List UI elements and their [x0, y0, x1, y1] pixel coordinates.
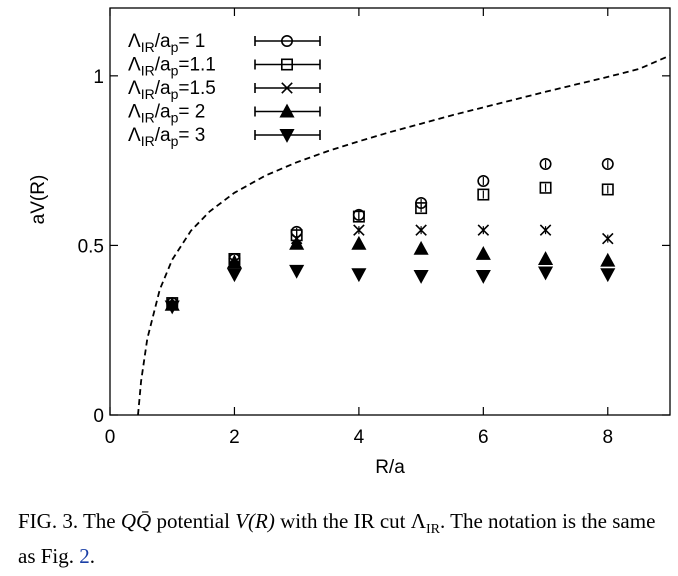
- legend-sub-p: p: [171, 133, 179, 149]
- data-point-triangle-up: [226, 254, 242, 269]
- data-point-triangle-down: [600, 268, 616, 283]
- data-point-circle: [539, 158, 552, 171]
- caption-fig-ref-link[interactable]: 2: [79, 544, 90, 569]
- y-tick-label: 1: [93, 67, 104, 88]
- plot-border: [109, 7, 671, 416]
- legend-label: ΛIR/ap= 3: [128, 125, 205, 149]
- legend-marker-square: [280, 58, 293, 71]
- data-point-x: [353, 224, 365, 236]
- legend-marker-triangle-up: [279, 103, 295, 118]
- data-point-square: [539, 181, 552, 194]
- data-point-triangle-up: [289, 235, 305, 250]
- data-point-triangle-down: [351, 268, 367, 283]
- caption-math-lambda: Λ: [410, 509, 426, 533]
- y-tick-label: 0.5: [78, 236, 104, 257]
- data-point-triangle-down: [413, 269, 429, 284]
- data-point-triangle-up: [538, 251, 554, 265]
- caption-math-lambda-sub: IR: [426, 522, 440, 538]
- legend-lambda: Λ: [128, 78, 141, 99]
- x-tick-label: 6: [478, 427, 489, 448]
- caption-text: The: [82, 509, 121, 533]
- data-point-triangle-down: [538, 266, 554, 281]
- legend-lambda: Λ: [128, 55, 141, 76]
- figure-caption: FIG. 3. The QQ̄ potential V(R) with the …: [18, 508, 666, 570]
- data-point-square: [477, 188, 490, 201]
- legend-lambda: Λ: [128, 125, 141, 146]
- data-point-circle: [477, 174, 490, 187]
- caption-math-qqbar: QQ̄: [120, 509, 152, 533]
- axis-ticks: 0 2 4 6 8 0 0.5 1: [78, 8, 670, 448]
- data-point-triangle-up: [413, 240, 429, 255]
- legend-a: /a: [155, 102, 171, 123]
- legend-sub-ir: IR: [141, 110, 155, 126]
- legend-a: /a: [155, 55, 171, 76]
- reference-curve-line: [137, 54, 671, 416]
- legend-a: /a: [155, 125, 171, 146]
- x-tick-label: 8: [602, 427, 613, 448]
- caption-text: . The notation is the same as Fig.: [18, 509, 656, 569]
- legend-label: ΛIR/ap= 2: [128, 102, 205, 126]
- chart-figure: 0 2 4 6 800.51 ΛIR/ap= 1ΛIR/ap=1.1ΛIR/ap=1.5…: [28, 7, 671, 478]
- data-point-x: [539, 224, 552, 236]
- legend-label: ΛIR/ap= 1: [128, 31, 205, 55]
- legend-label: ΛIR/ap=1.5: [128, 78, 216, 102]
- legend-sub-ir: IR: [141, 133, 155, 149]
- legend-label: ΛIR/ap=1.1: [128, 55, 216, 79]
- legend-marker-triangle-down: [279, 129, 295, 143]
- x-tick-label: 2: [229, 427, 240, 448]
- legend-sub-ir: IR: [141, 86, 155, 102]
- legend-lambda: Λ: [128, 31, 141, 52]
- legend-sub-ir: IR: [141, 39, 155, 55]
- data-point-triangle-down: [226, 268, 242, 283]
- legend-a: /a: [155, 31, 171, 52]
- legend-a: /a: [155, 78, 171, 99]
- plot-frame: [109, 7, 671, 416]
- legend-value: =1.1: [178, 55, 216, 76]
- caption-text: potential: [151, 509, 236, 533]
- legend-sub-ir: IR: [141, 63, 155, 79]
- legend-lambda: Λ: [128, 102, 141, 123]
- caption-text: with the IR cut: [274, 509, 411, 533]
- data-point-square: [352, 210, 365, 223]
- data-point-circle: [601, 158, 614, 171]
- legend-marker-x: [281, 82, 293, 94]
- caption-math-vr: V(R): [235, 509, 275, 533]
- legend-marker-circle: [280, 34, 293, 47]
- data-point-triangle-down: [164, 300, 180, 315]
- legend-value: = 3: [178, 125, 205, 146]
- x-axis-label: R/a: [375, 457, 405, 478]
- legend-value: =1.5: [178, 78, 216, 99]
- x-tick-label: 0: [105, 427, 116, 448]
- data-points: [164, 158, 616, 315]
- x-tick-label: 4: [354, 427, 365, 448]
- data-point-triangle-down: [475, 269, 491, 284]
- data-point-x: [477, 224, 490, 236]
- y-axis-label: aV(R): [28, 175, 49, 225]
- data-point-square: [415, 202, 428, 215]
- data-point-triangle-down: [289, 264, 305, 279]
- data-point-x: [415, 224, 427, 236]
- caption-text: .: [89, 544, 96, 569]
- data-point-x: [602, 232, 614, 245]
- data-point-triangle-up: [351, 235, 367, 250]
- data-point-triangle-up: [475, 246, 491, 260]
- legend-sub-p: p: [171, 86, 179, 102]
- data-point-square: [601, 183, 614, 196]
- legend-sub-p: p: [171, 110, 179, 126]
- legend-sub-p: p: [171, 39, 179, 55]
- reference-curve: [137, 54, 671, 416]
- y-tick-label: 0: [93, 406, 104, 427]
- legend-value: = 2: [178, 102, 205, 123]
- legend-sub-p: p: [171, 63, 179, 79]
- caption-label: FIG. 3.: [18, 509, 79, 533]
- data-point-triangle-up: [600, 252, 616, 267]
- legend-value: = 1: [178, 31, 205, 52]
